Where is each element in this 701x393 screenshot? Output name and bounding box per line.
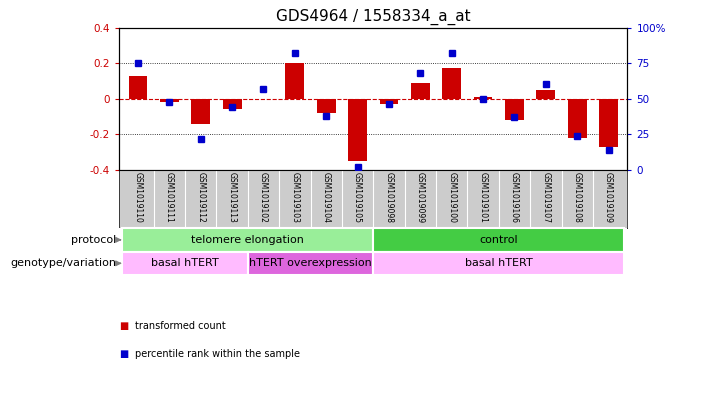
Text: GSM1019112: GSM1019112 <box>196 172 205 222</box>
Text: GSM1019100: GSM1019100 <box>447 172 456 222</box>
Text: GSM1019107: GSM1019107 <box>541 172 550 222</box>
Text: GSM1019098: GSM1019098 <box>384 172 393 222</box>
Text: GSM1019106: GSM1019106 <box>510 172 519 222</box>
Bar <box>442 68 461 99</box>
Text: ■: ■ <box>119 349 128 359</box>
Text: genotype/variation: genotype/variation <box>11 258 116 268</box>
Text: GSM1019113: GSM1019113 <box>228 172 237 222</box>
Text: protocol: protocol <box>72 235 116 245</box>
Bar <box>474 97 493 99</box>
Bar <box>348 99 367 161</box>
Text: GSM1019102: GSM1019102 <box>259 172 268 222</box>
Text: basal hTERT: basal hTERT <box>465 258 533 268</box>
Text: GSM1019109: GSM1019109 <box>604 172 613 222</box>
Text: GSM1019104: GSM1019104 <box>322 172 331 222</box>
Bar <box>568 99 587 138</box>
Bar <box>374 228 625 252</box>
Text: transformed count: transformed count <box>135 321 225 331</box>
Bar <box>223 99 242 109</box>
Bar <box>536 90 555 99</box>
Text: GSM1019101: GSM1019101 <box>479 172 488 222</box>
Bar <box>317 99 336 113</box>
Bar <box>285 63 304 99</box>
Bar <box>599 99 618 147</box>
Text: GSM1019103: GSM1019103 <box>290 172 299 222</box>
Text: GSM1019108: GSM1019108 <box>573 172 582 222</box>
Text: telomere elongation: telomere elongation <box>191 235 304 245</box>
Bar <box>247 252 374 275</box>
Bar <box>505 99 524 120</box>
Text: ■: ■ <box>119 321 128 331</box>
Bar <box>160 99 179 102</box>
Bar <box>191 99 210 124</box>
Bar <box>122 228 374 252</box>
Bar <box>411 83 430 99</box>
Text: GSM1019099: GSM1019099 <box>416 172 425 223</box>
Text: hTERT overexpression: hTERT overexpression <box>249 258 372 268</box>
Text: control: control <box>479 235 518 245</box>
Text: percentile rank within the sample: percentile rank within the sample <box>135 349 299 359</box>
Bar <box>379 99 398 104</box>
Bar <box>122 252 247 275</box>
Bar <box>128 75 147 99</box>
Text: GSM1019110: GSM1019110 <box>133 172 142 222</box>
Bar <box>374 252 625 275</box>
Text: GSM1019105: GSM1019105 <box>353 172 362 222</box>
Title: GDS4964 / 1558334_a_at: GDS4964 / 1558334_a_at <box>276 9 470 25</box>
Text: basal hTERT: basal hTERT <box>151 258 219 268</box>
Text: GSM1019111: GSM1019111 <box>165 172 174 222</box>
